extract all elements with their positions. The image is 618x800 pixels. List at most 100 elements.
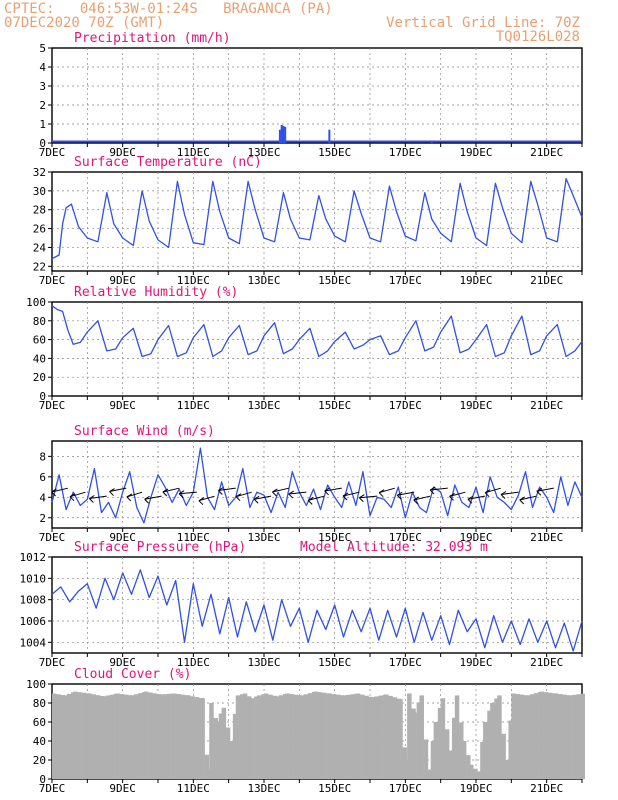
wind-arrow-head — [109, 488, 115, 496]
rh-ytick-label: 0 — [39, 390, 46, 403]
cloud-ytick-label: 40 — [33, 735, 46, 748]
cloud-title: Cloud Cover (%) — [74, 667, 191, 682]
wind-arrow — [89, 495, 107, 500]
pressure-xtick-label: 11DEC — [177, 656, 210, 669]
cloud-column — [152, 693, 157, 779]
cloud-column — [95, 695, 101, 779]
cloud-column — [235, 695, 241, 779]
cloud-column — [437, 707, 443, 779]
wind-arrow-head — [126, 493, 133, 502]
wind-arrow-head — [69, 493, 76, 502]
cloud-column — [519, 694, 525, 779]
wind-xtick-label: 17DEC — [389, 531, 422, 544]
cloud-column — [384, 694, 389, 779]
cloud-column — [225, 727, 231, 779]
temp-xtick-label: 17DEC — [389, 274, 422, 287]
rh-series-line — [51, 305, 583, 358]
pressure-xtick-label: 7DEC — [39, 656, 66, 669]
wind-arrow — [485, 487, 501, 494]
wind-arrow — [342, 491, 360, 497]
cloud-column — [580, 693, 585, 779]
cloud-xtick-label: 9DEC — [109, 782, 136, 795]
wind-arrow-head — [235, 493, 242, 502]
rh-xtick-label: 19DEC — [459, 399, 492, 412]
wind-arrow — [109, 487, 127, 493]
rh-xtick-label: 13DEC — [247, 399, 280, 412]
cloud-ytick-label: 0 — [39, 773, 46, 786]
cloud-column — [285, 693, 290, 779]
cloud-column — [66, 693, 72, 779]
cloud-column — [249, 698, 255, 779]
wind-arrow — [162, 487, 180, 493]
rh-title: Relative Humidity (%) — [74, 285, 238, 300]
wind-arrow-head — [288, 490, 295, 499]
cloud-xtick-label: 7DEC — [39, 782, 66, 795]
cloud-column — [190, 696, 195, 779]
pressure-ytick-label: 1012 — [20, 551, 47, 564]
cloud-column — [218, 713, 224, 779]
cloud-column — [508, 720, 513, 779]
wind-arrow-head — [253, 495, 260, 504]
wind-arrow-head — [449, 492, 455, 501]
cloud-column — [247, 696, 252, 779]
wind-xtick-label: 7DEC — [39, 531, 66, 544]
precip-xtick-label: 19DEC — [459, 146, 492, 159]
cloud-xtick-label: 21DEC — [530, 782, 563, 795]
wind-arrow-head — [500, 491, 507, 499]
wind-arrow-head — [51, 488, 57, 497]
cloud-column — [525, 695, 530, 779]
temp-title: Surface Temperature (nC) — [74, 155, 262, 170]
header-station: CPTEC: 046:53W-01:24S BRAGANCA (PA) — [4, 1, 333, 17]
precip-ytick-label: 5 — [39, 42, 46, 55]
cloud-column — [73, 691, 78, 779]
cloud-column — [494, 698, 499, 779]
temp-xtick-label: 15DEC — [318, 274, 351, 287]
pressure-xtick-label: 15DEC — [318, 656, 351, 669]
cloud-column — [576, 694, 581, 779]
wind-arrow — [379, 487, 395, 494]
cloud-column — [242, 693, 248, 779]
cloud-column — [553, 693, 559, 779]
cloud-column — [572, 694, 577, 779]
cloud-column — [205, 769, 211, 779]
cloud-xtick-label: 19DEC — [459, 782, 492, 795]
wind-arrow — [324, 487, 342, 492]
cloud-column — [444, 729, 450, 779]
wind-xtick-label: 21DEC — [530, 531, 563, 544]
cloud-column — [274, 696, 280, 779]
wind-arrow-head — [178, 490, 185, 499]
cloud-column — [416, 702, 422, 779]
cloud-column — [466, 755, 471, 779]
wind-arrow — [308, 495, 325, 501]
precip-bar — [284, 126, 287, 143]
cloud-column — [403, 760, 409, 779]
wind-xtick-label: 15DEC — [318, 531, 351, 544]
wind-arrow-head — [519, 496, 526, 505]
temp-xtick-label: 9DEC — [109, 274, 136, 287]
wind-ytick-label: 8 — [39, 450, 46, 463]
wind-arrow-head — [162, 488, 169, 497]
wind-arrow-head — [467, 495, 474, 504]
cloud-column — [289, 694, 294, 779]
wind-arrow-head — [324, 487, 330, 496]
cloud-column — [321, 692, 327, 779]
cloud-column — [133, 694, 139, 779]
pressure-xtick-label: 9DEC — [109, 656, 136, 669]
rh-ytick-label: 40 — [33, 352, 46, 365]
temp-series-line — [51, 177, 583, 260]
cloud-column — [440, 698, 446, 779]
cloud-column — [176, 694, 181, 779]
precip-ytick-label: 0 — [39, 137, 46, 150]
wind-arrow — [500, 491, 519, 496]
precip-ytick-label: 4 — [39, 61, 46, 74]
temp-frame — [51, 171, 583, 272]
cloud-column — [268, 694, 273, 779]
cloud-column — [388, 695, 393, 779]
precip-bar — [280, 124, 283, 143]
temp-ytick-label: 26 — [33, 223, 46, 236]
cloud-column — [115, 693, 121, 779]
cloud-xtick-label: 15DEC — [318, 782, 351, 795]
cloud-column — [228, 741, 234, 779]
cloud-column — [87, 693, 92, 779]
precip-xtick-label: 7DEC — [39, 146, 66, 159]
